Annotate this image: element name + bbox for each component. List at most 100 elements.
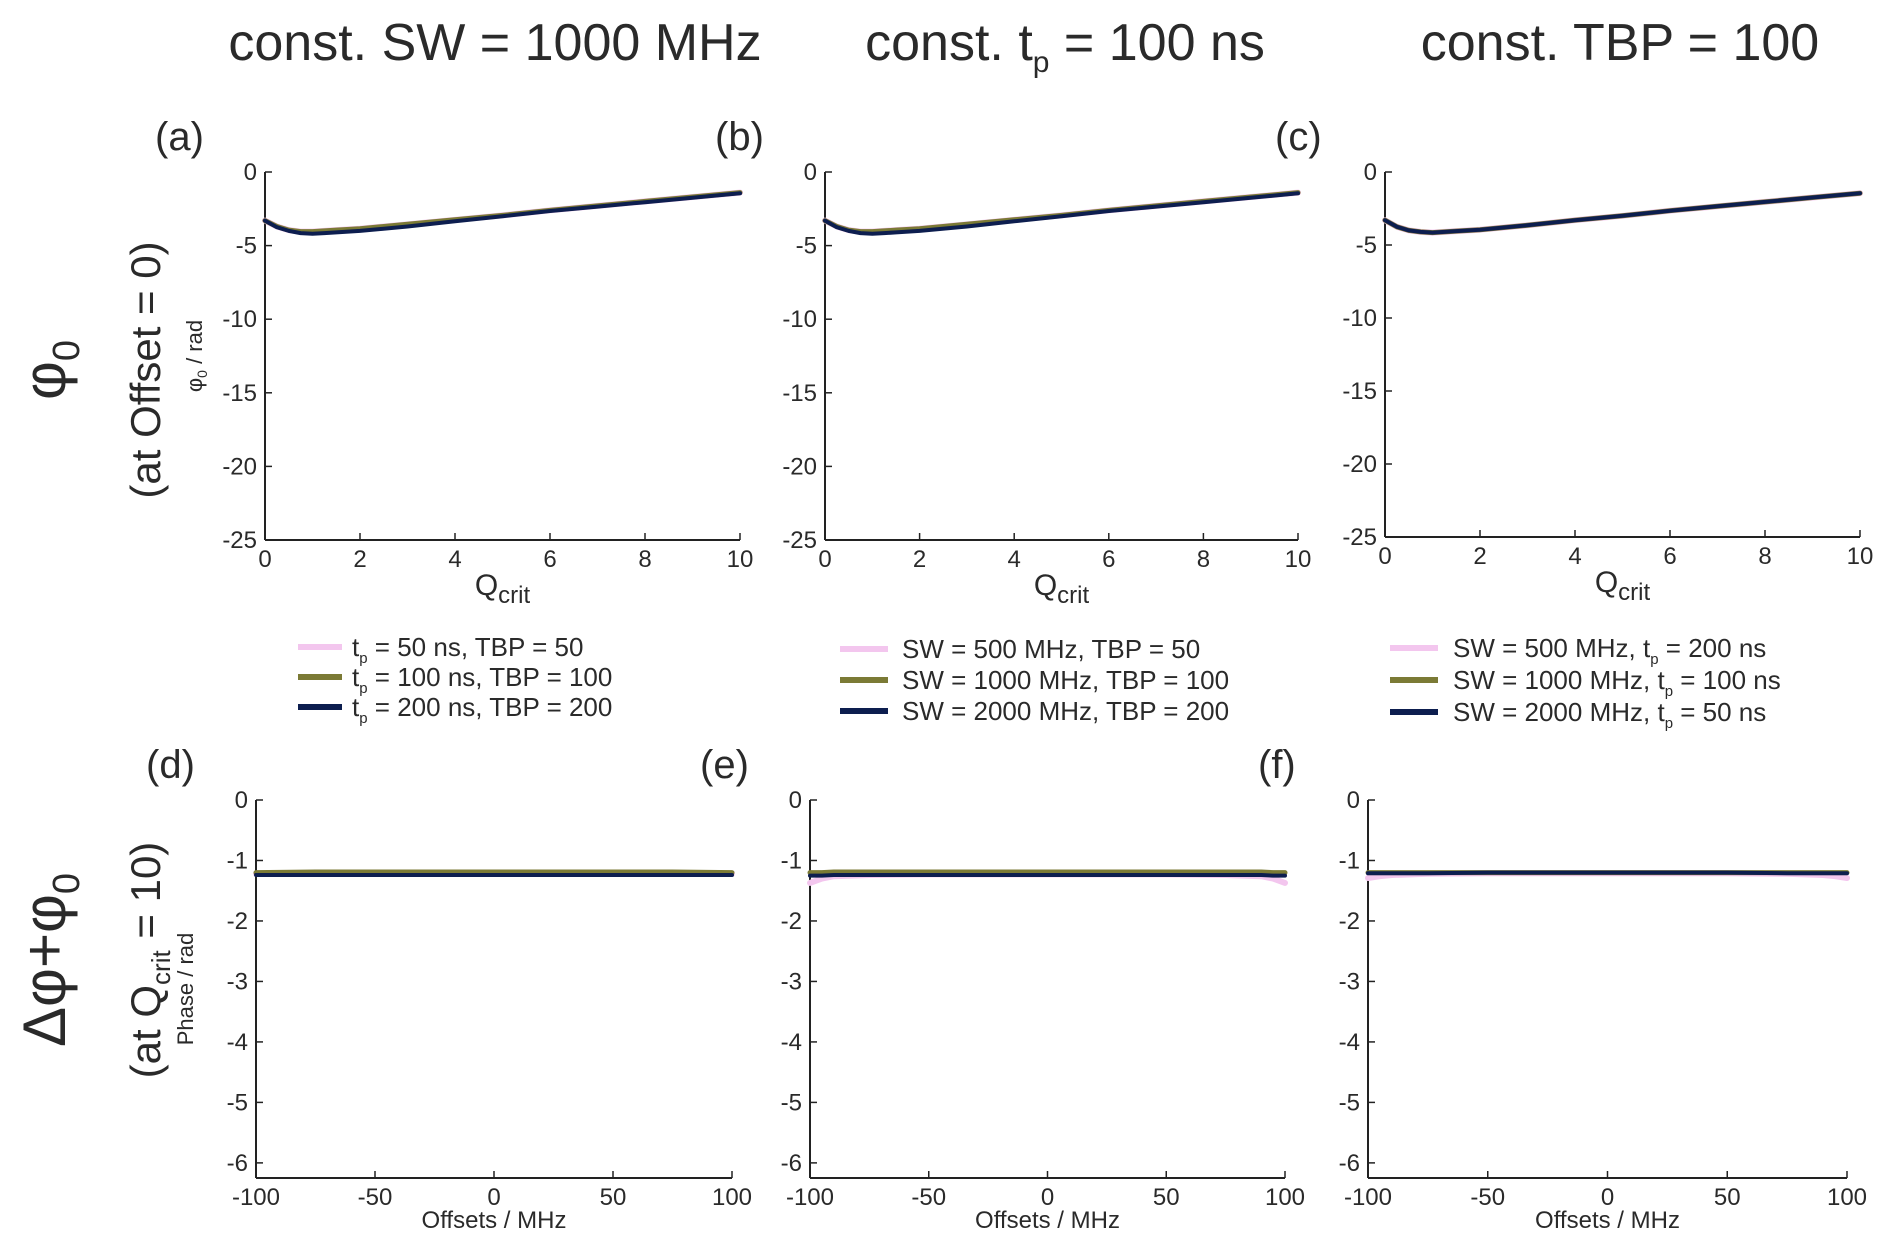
series-line-2 xyxy=(807,869,1288,876)
x-tick-label: 0 xyxy=(1378,543,1391,570)
x-tick-label: 4 xyxy=(448,546,461,573)
x-tick-label: 6 xyxy=(543,546,556,573)
y-tick-label: -10 xyxy=(782,306,817,333)
x-axis-label: Offsets / MHz xyxy=(975,1207,1120,1234)
x-tick-label: 4 xyxy=(1008,546,1021,573)
y-axis-label: Phase / rad xyxy=(173,933,198,1046)
x-tick-label: 0 xyxy=(1601,1184,1614,1211)
legend-entry: SW = 2000 MHz, tp = 50 ns xyxy=(1453,697,1766,732)
y-tick-label: -25 xyxy=(782,527,817,554)
panel-label: (c) xyxy=(1275,115,1322,159)
chart-panel-5: 0 -1 -2 -3 -4 -5 -6 -100 -50 0 50 100 (e) Offsets / M… xyxy=(700,743,1305,1234)
x-tick-label: -50 xyxy=(1470,1184,1505,1211)
series-line-2 xyxy=(253,869,735,876)
y-tick-label: -5 xyxy=(236,233,257,260)
y-tick-label: -20 xyxy=(222,453,257,480)
y-tick-label: -4 xyxy=(227,1029,248,1056)
y-tick-label: 0 xyxy=(235,787,248,814)
y-tick-label: -2 xyxy=(227,908,248,935)
y-tick-label: 0 xyxy=(1364,159,1377,186)
x-tick-label: 8 xyxy=(638,546,651,573)
row-title-2: Δφ+φ0 xyxy=(11,873,88,1047)
y-tick-label: -2 xyxy=(781,908,802,935)
series-line-3 xyxy=(1383,191,1862,235)
x-tick-label: 0 xyxy=(1041,1184,1054,1211)
x-tick-label: 6 xyxy=(1102,546,1115,573)
series-line-3 xyxy=(1366,870,1849,876)
x-tick-label: 2 xyxy=(353,546,366,573)
x-axis-label: Qcrit xyxy=(1034,569,1090,609)
y-tick-label: -5 xyxy=(781,1089,802,1116)
y-tick-label: -5 xyxy=(1339,1089,1360,1116)
y-tick-label: -4 xyxy=(1339,1029,1360,1056)
y-tick-label: -6 xyxy=(781,1150,802,1177)
x-tick-label: 10 xyxy=(727,546,754,573)
x-tick-label: 10 xyxy=(1847,543,1874,570)
y-tick-label: -10 xyxy=(1342,305,1377,332)
x-tick-label: 100 xyxy=(1827,1184,1867,1211)
y-tick-label: -5 xyxy=(1356,232,1377,259)
panel-label: (f) xyxy=(1258,743,1296,787)
series-line-3 xyxy=(263,191,742,236)
x-tick-label: 2 xyxy=(1473,543,1486,570)
x-axis-label: Offsets / MHz xyxy=(422,1207,567,1234)
y-tick-label: -25 xyxy=(222,527,257,554)
x-axis-label: Qcrit xyxy=(1595,566,1651,606)
y-tick-label: -3 xyxy=(227,968,248,995)
column-title-2: const. tp = 100 ns xyxy=(865,14,1265,79)
x-axis-label: Offsets / MHz xyxy=(1535,1207,1680,1234)
chart-panel-6: 0 -1 -2 -3 -4 -5 -6 -100 -50 0 50 100 (f) Offsets / M… xyxy=(1258,743,1867,1234)
x-tick-label: 100 xyxy=(712,1184,752,1211)
y-tick-label: -6 xyxy=(1339,1150,1360,1177)
y-tick-label: -5 xyxy=(796,233,817,260)
x-tick-label: 0 xyxy=(487,1184,500,1211)
x-tick-label: 8 xyxy=(1758,543,1771,570)
legend-entry: SW = 1000 MHz, TBP = 100 xyxy=(902,665,1229,695)
panel-label: (b) xyxy=(715,115,764,159)
legend-entry: tp = 100 ns, TBP = 100 xyxy=(352,662,612,697)
y-tick-label: -2 xyxy=(1339,908,1360,935)
x-tick-label: 50 xyxy=(1153,1184,1180,1211)
y-tick-label: -6 xyxy=(227,1150,248,1177)
x-tick-label: 50 xyxy=(1714,1184,1741,1211)
panel-label: (e) xyxy=(700,743,749,787)
y-tick-label: -4 xyxy=(781,1029,802,1056)
chart-panel-4: 0 -1 -2 -3 -4 -5 -6 -100 -50 0 50 100 (d) Offsets / M… xyxy=(146,743,752,1234)
x-tick-label: -50 xyxy=(911,1184,946,1211)
y-tick-label: -1 xyxy=(227,847,248,874)
x-tick-label: -100 xyxy=(1344,1184,1392,1211)
column-title-3: const. TBP = 100 xyxy=(1421,14,1819,72)
y-tick-label: -10 xyxy=(222,306,257,333)
legend-entry: SW = 1000 MHz, tp = 100 ns xyxy=(1453,665,1781,700)
legend-entry: tp = 50 ns, TBP = 50 xyxy=(352,632,583,667)
x-tick-label: 2 xyxy=(913,546,926,573)
row-subtitle-1: (at Offset = 0) xyxy=(122,241,169,498)
y-tick-label: -1 xyxy=(1339,847,1360,874)
panel-label: (d) xyxy=(146,743,195,787)
x-tick-label: 4 xyxy=(1568,543,1581,570)
x-tick-label: 100 xyxy=(1265,1184,1305,1211)
x-tick-label: 8 xyxy=(1197,546,1210,573)
y-tick-label: -15 xyxy=(782,380,817,407)
x-tick-label: 50 xyxy=(600,1184,627,1211)
x-axis-label: Qcrit xyxy=(475,569,531,609)
y-axis-label: φ0 / rad xyxy=(182,320,210,392)
series-line-3 xyxy=(808,873,1287,878)
y-tick-label: -3 xyxy=(1339,968,1360,995)
row-subtitle-2: (at Qcrit = 10) xyxy=(122,842,176,1079)
x-tick-label: 6 xyxy=(1663,543,1676,570)
row-title-1: φ0 xyxy=(11,340,88,400)
y-tick-label: 0 xyxy=(789,787,802,814)
legend-entry: SW = 500 MHz, tp = 200 ns xyxy=(1453,633,1766,668)
y-tick-label: 0 xyxy=(804,159,817,186)
panel-label: (a) xyxy=(155,115,204,159)
legend-entry: SW = 500 MHz, TBP = 50 xyxy=(902,634,1200,664)
legend-entry: SW = 2000 MHz, TBP = 200 xyxy=(902,696,1229,726)
series-line-3 xyxy=(823,191,1300,236)
y-tick-label: 0 xyxy=(1347,787,1360,814)
y-tick-label: -15 xyxy=(222,380,257,407)
